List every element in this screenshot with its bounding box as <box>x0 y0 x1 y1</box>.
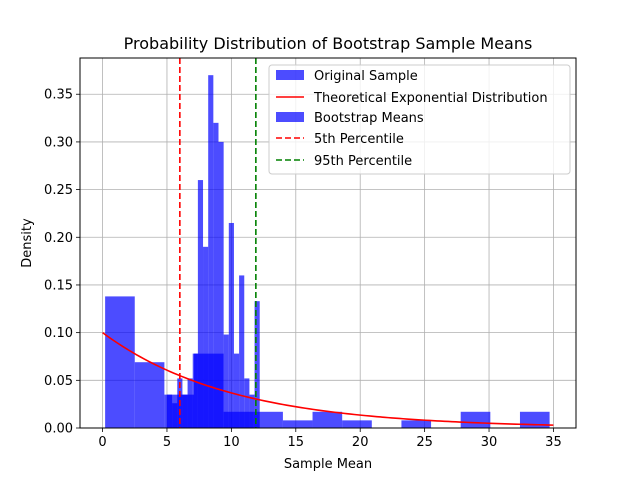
original-sample-bar-8 <box>342 420 372 428</box>
bootstrap-means-bar-15 <box>244 378 250 428</box>
legend: Original Sample Theoretical Exponential … <box>268 64 571 175</box>
y-tick-label-0-35: 0.35 <box>44 88 73 103</box>
bootstrap-means-bar-4 <box>187 378 193 428</box>
legend-label-95th-percentile: 95th Percentile <box>314 154 412 169</box>
x-tick-label-30: 30 <box>481 435 498 450</box>
bootstrap-means-bar-17 <box>254 301 260 428</box>
legend-swatch-bootstrap <box>276 112 304 122</box>
bootstrap-means-bar-8 <box>208 75 214 428</box>
x-tick-label-20: 20 <box>352 435 369 450</box>
original-sample-bar-5 <box>253 411 283 428</box>
bootstrap-means-bar-3 <box>182 394 188 428</box>
x-axis-label: Sample Mean <box>284 457 372 472</box>
x-tick-label-0: 0 <box>98 435 106 450</box>
bootstrap-means-bar-0 <box>166 394 173 428</box>
original-sample-bar-10 <box>401 420 432 428</box>
bootstrap-means-bar-9 <box>213 122 219 428</box>
x-tick-label-10: 10 <box>223 435 240 450</box>
legend-label-original-sample: Original Sample <box>314 69 418 84</box>
y-axis-ticks: 0.00 0.05 0.10 0.15 0.20 0.25 0.30 0.35 <box>44 88 80 437</box>
original-sample-bar-7 <box>312 411 343 428</box>
bootstrap-means-bar-7 <box>203 246 209 428</box>
chart-title: Probability Distribution of Bootstrap Sa… <box>124 34 533 53</box>
bootstrap-means-bar-1 <box>172 403 178 428</box>
theoretical-exponential-curve <box>102 331 554 426</box>
legend-swatch-original-sample <box>276 70 304 80</box>
x-tick-label-5: 5 <box>163 435 171 450</box>
y-tick-label-0-10: 0.10 <box>44 326 73 341</box>
y-tick-label-0-30: 0.30 <box>44 135 73 150</box>
y-tick-label-0-05: 0.05 <box>44 374 73 389</box>
original-sample-bar-12 <box>460 411 491 428</box>
x-axis-ticks: 0 5 10 15 20 25 30 35 <box>98 428 562 450</box>
x-tick-label-35: 35 <box>545 435 562 450</box>
bootstrap-means-bar-5 <box>192 353 198 428</box>
bootstrap-means-bar-11 <box>223 334 229 428</box>
y-tick-label-0-15: 0.15 <box>44 278 73 293</box>
y-tick-label-0-25: 0.25 <box>44 183 73 198</box>
x-tick-label-25: 25 <box>416 435 433 450</box>
bootstrap-means-bar-13 <box>233 353 240 428</box>
legend-label-theoretical: Theoretical Exponential Distribution <box>313 91 548 106</box>
y-tick-label-0-00: 0.00 <box>44 422 73 437</box>
legend-label-bootstrap: Bootstrap Means <box>314 111 424 126</box>
bootstrap-means-bar-12 <box>228 222 234 428</box>
axes-frame <box>79 57 577 429</box>
original-sample-bar-6 <box>282 420 313 428</box>
legend-box <box>268 64 571 175</box>
original-sample-bar-1 <box>134 362 165 428</box>
x-tick-label-15: 15 <box>288 435 305 450</box>
bootstrap-means-bar-14 <box>239 275 245 428</box>
y-axis-label: Density <box>20 218 35 268</box>
y-tick-label-0-20: 0.20 <box>44 231 73 246</box>
legend-label-5th-percentile: 5th Percentile <box>314 132 404 147</box>
bootstrap-means-bar-10 <box>218 141 224 428</box>
original-sample-bar-0 <box>105 296 135 428</box>
bootstrap-means-bar-16 <box>249 394 255 428</box>
bootstrap-means-bar-6 <box>197 180 204 428</box>
